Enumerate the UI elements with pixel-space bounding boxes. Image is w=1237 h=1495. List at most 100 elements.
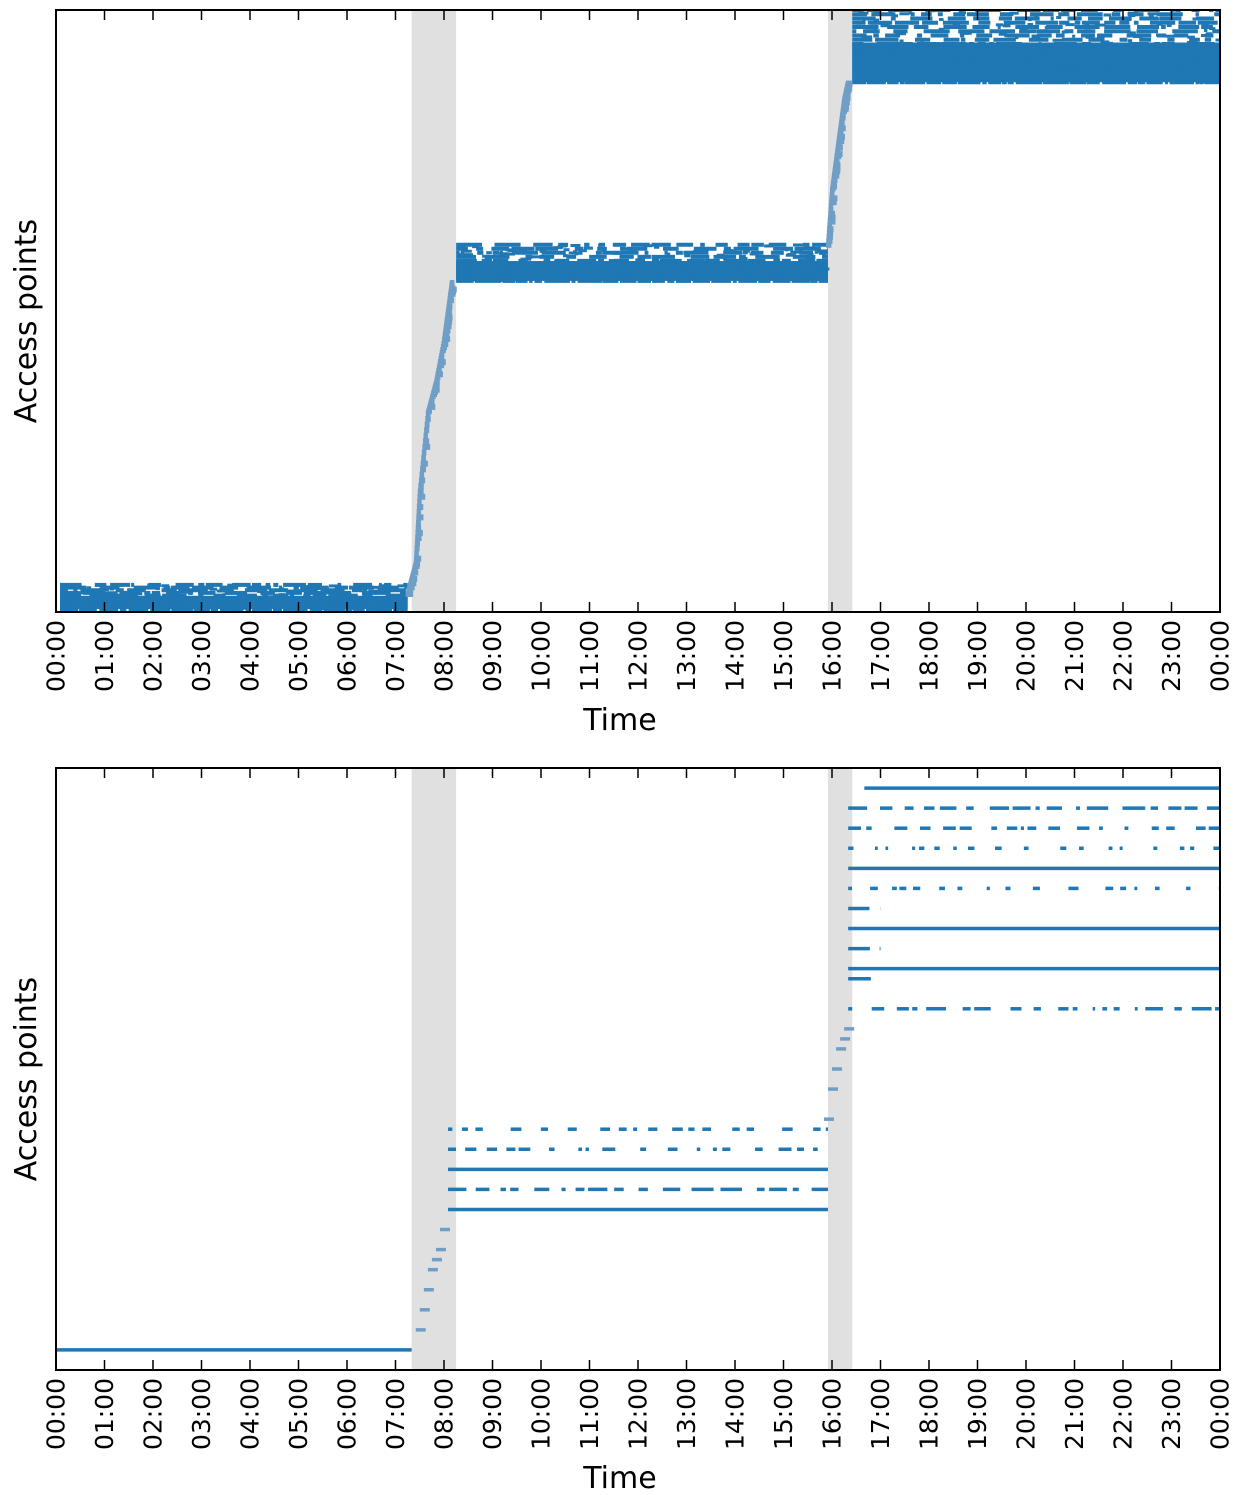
data-point <box>1025 59 1036 63</box>
data-point <box>1176 67 1184 71</box>
data-point <box>187 591 194 595</box>
data-point <box>154 592 159 596</box>
data-point <box>1159 74 1171 78</box>
data-point <box>930 69 939 73</box>
data-point <box>554 259 561 263</box>
data-point <box>100 594 107 598</box>
data-point <box>137 606 149 610</box>
data-point <box>1156 56 1163 60</box>
data-point <box>685 273 695 277</box>
data-point <box>1187 77 1193 81</box>
data-point <box>857 48 864 52</box>
data-point <box>539 266 544 270</box>
data-point <box>959 65 965 69</box>
data-point <box>121 601 129 605</box>
data-point <box>773 258 780 262</box>
data-point <box>147 583 157 587</box>
data-point <box>1155 33 1167 37</box>
data-point <box>632 262 640 266</box>
x-tick-label: 00:00 <box>1206 1378 1235 1450</box>
data-point <box>385 594 394 598</box>
data-point <box>992 46 998 50</box>
transition-point <box>441 341 449 348</box>
data-point <box>1186 40 1198 44</box>
data-point <box>397 584 406 588</box>
x-tick-label: 01:00 <box>90 620 119 692</box>
data-point <box>785 265 790 269</box>
data-point <box>912 69 919 73</box>
data-point <box>724 262 731 266</box>
data-point <box>541 261 552 265</box>
data-point <box>544 256 551 260</box>
data-point <box>600 248 606 252</box>
data-point <box>885 55 889 59</box>
data-point <box>1197 80 1206 84</box>
data-point <box>785 253 795 257</box>
data-point <box>1208 57 1213 61</box>
data-point <box>810 266 818 270</box>
data-point <box>1125 43 1129 47</box>
data-point <box>226 604 234 608</box>
data-point <box>746 277 756 281</box>
transition-point <box>414 540 420 547</box>
data-point <box>174 604 183 608</box>
data-point <box>107 591 118 595</box>
data-point <box>819 251 829 255</box>
data-point <box>462 272 468 276</box>
data-point <box>268 601 276 605</box>
x-tick-label: 02:00 <box>139 620 168 692</box>
data-point <box>515 261 526 265</box>
data-point <box>739 256 748 260</box>
data-point <box>655 267 665 271</box>
data-point <box>1002 45 1009 49</box>
data-point <box>749 259 754 263</box>
data-point <box>330 596 338 600</box>
data-point <box>802 272 811 276</box>
data-point <box>117 603 123 607</box>
x-tick-label: 19:00 <box>963 1378 992 1450</box>
data-point <box>289 593 295 597</box>
data-point <box>257 590 266 594</box>
data-point <box>95 594 100 598</box>
transition-point <box>829 191 835 198</box>
data-point <box>1061 30 1069 34</box>
x-tick-label: 08:00 <box>430 1378 459 1450</box>
data-point <box>807 253 814 257</box>
data-point <box>507 252 516 256</box>
data-point <box>743 249 751 253</box>
data-point <box>209 587 218 591</box>
data-point <box>1165 34 1175 38</box>
transition-point <box>416 509 422 516</box>
data-point <box>1211 68 1218 72</box>
data-point <box>1065 23 1075 27</box>
transition-point <box>414 550 419 557</box>
data-point <box>594 261 604 265</box>
data-point <box>375 589 385 593</box>
data-point <box>880 69 891 73</box>
data-point <box>347 595 357 599</box>
data-point <box>284 601 293 605</box>
data-point <box>281 596 289 600</box>
x-tick-label: 11:00 <box>575 620 604 692</box>
data-point <box>1094 37 1105 41</box>
data-point <box>598 265 606 269</box>
data-point <box>222 593 226 597</box>
data-point <box>1045 58 1050 62</box>
data-point <box>181 585 188 589</box>
data-point <box>1124 62 1134 66</box>
data-point <box>688 269 696 273</box>
data-point <box>179 587 184 591</box>
data-point <box>958 11 967 15</box>
data-point <box>1004 34 1011 38</box>
data-point <box>300 585 305 589</box>
data-point <box>168 593 174 597</box>
data-point <box>1002 24 1011 28</box>
transition-point <box>423 432 428 439</box>
data-point <box>631 270 638 274</box>
data-point <box>592 277 600 281</box>
data-point <box>287 589 298 593</box>
data-point <box>498 268 508 272</box>
data-point <box>1148 14 1154 18</box>
data-point <box>171 599 178 603</box>
